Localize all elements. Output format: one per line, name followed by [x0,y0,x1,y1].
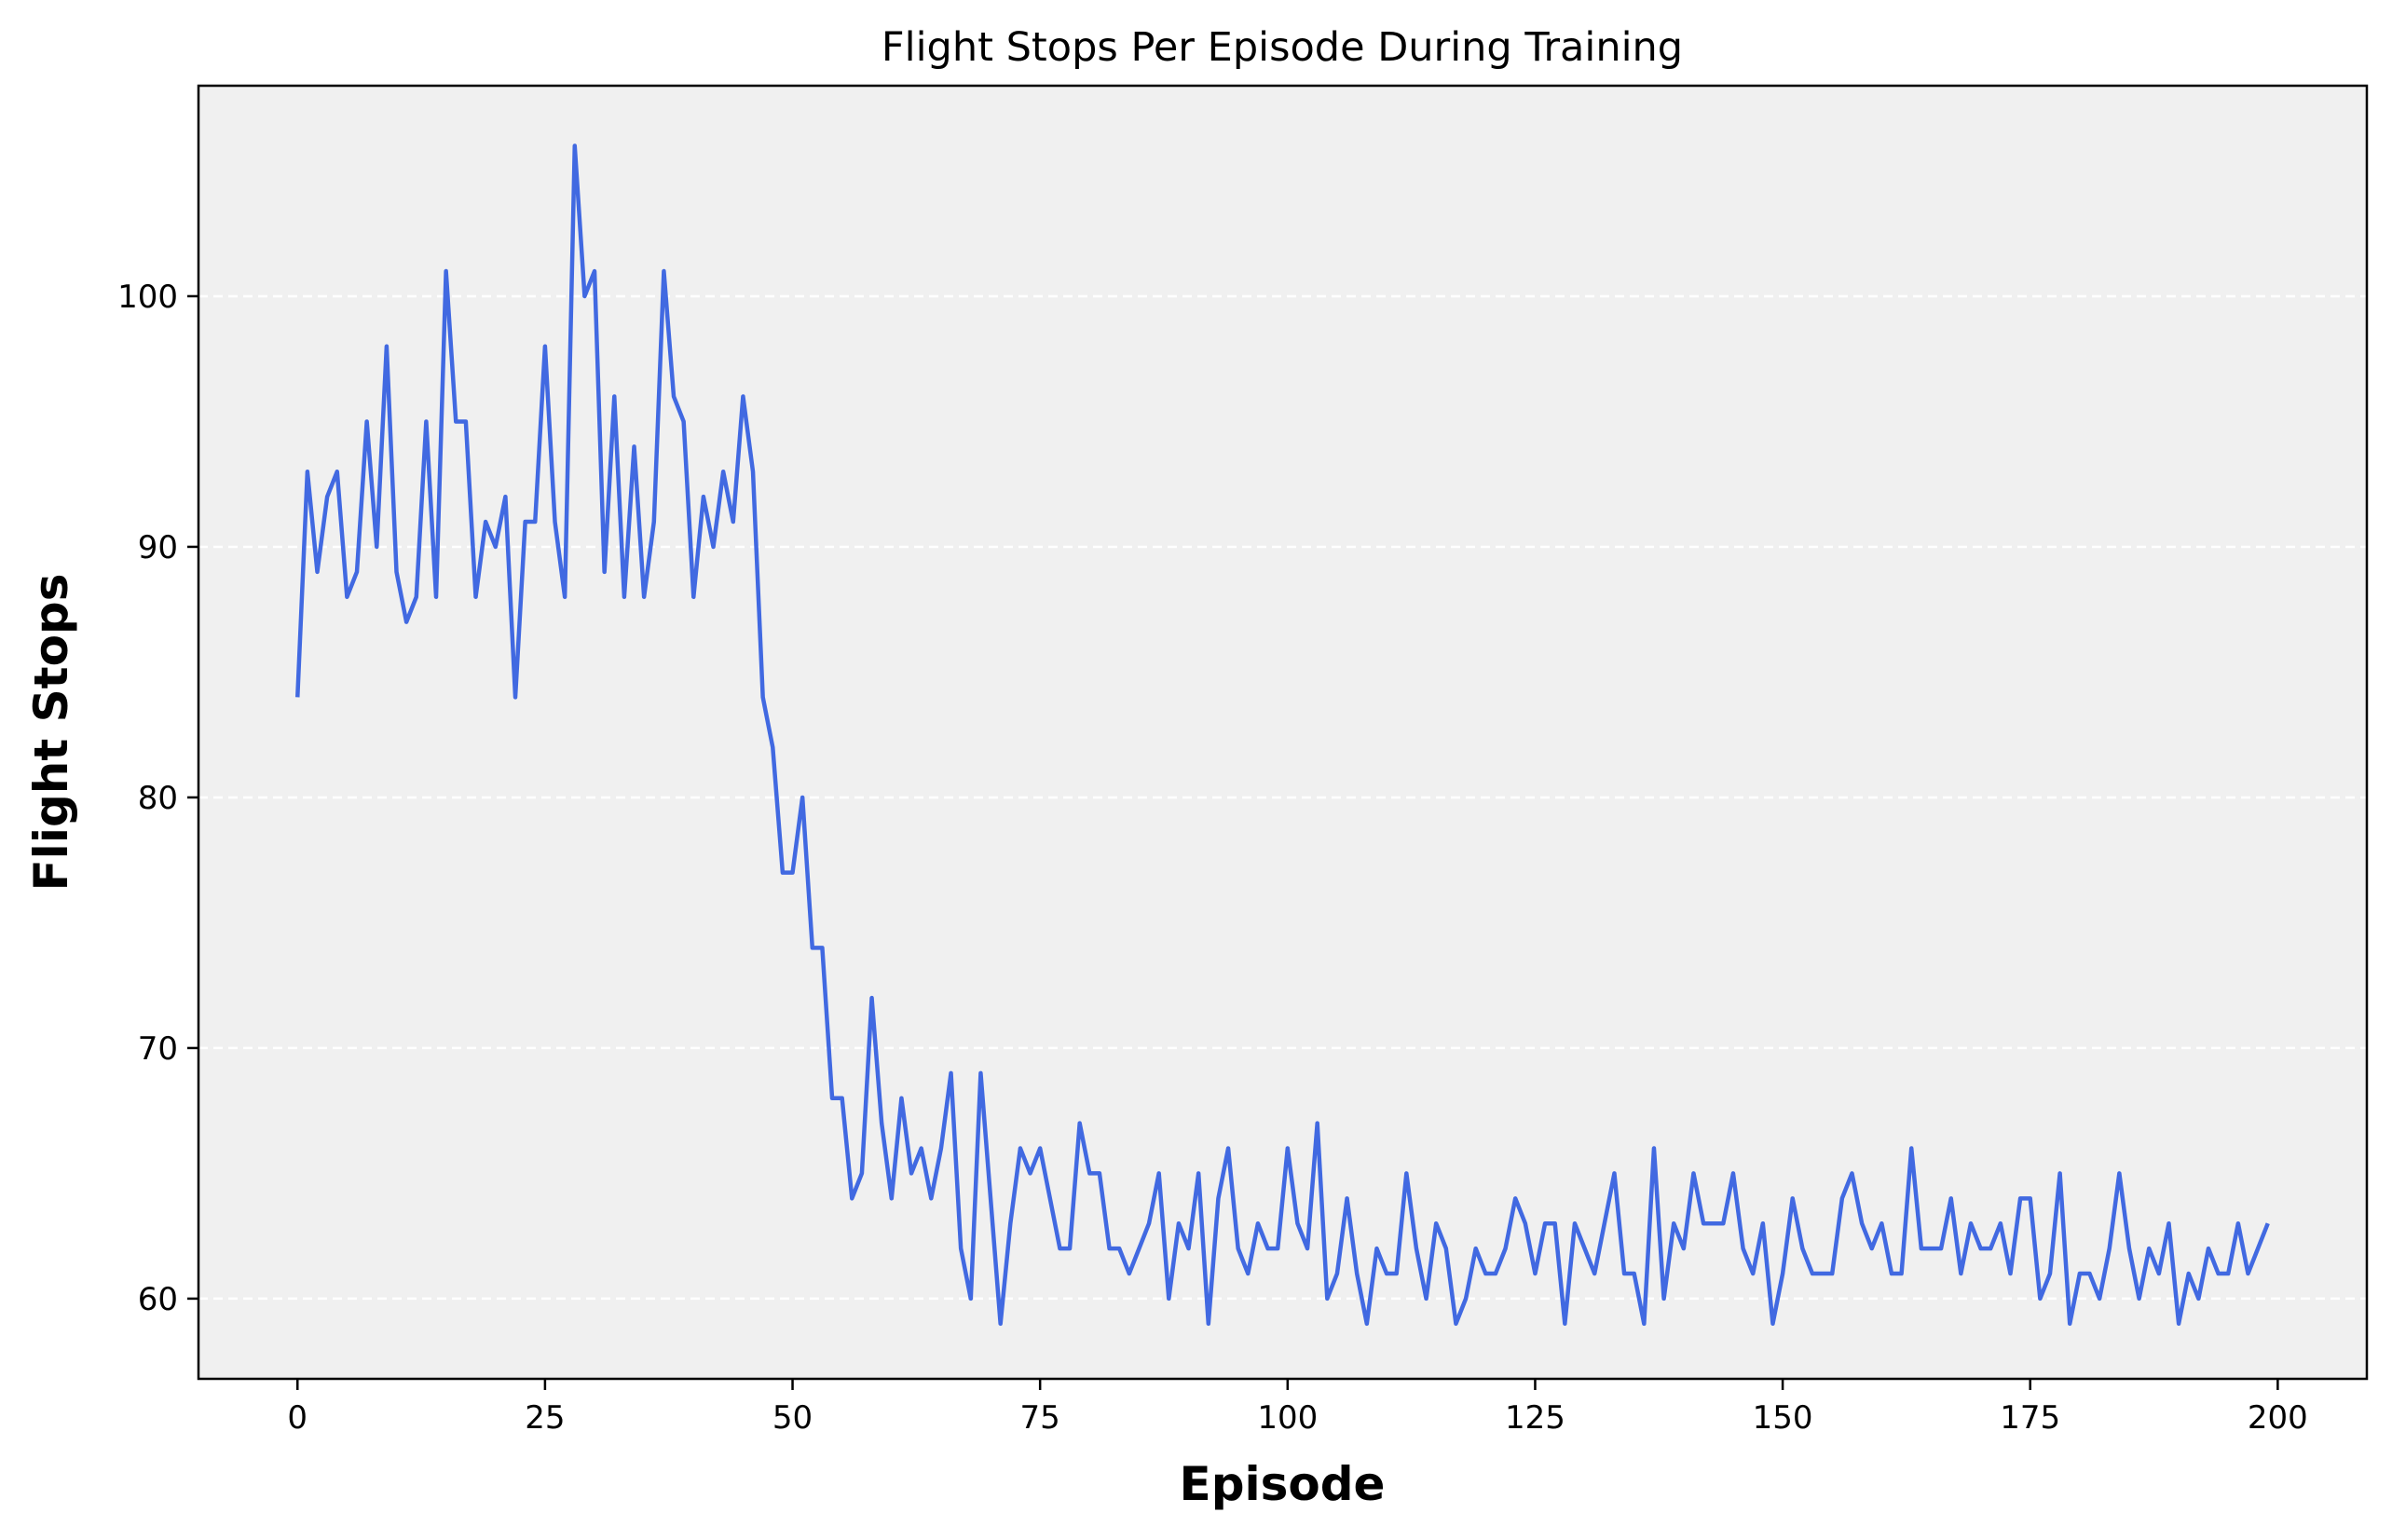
y-tick-label: 60 [138,1281,178,1318]
chart-title: Flight Stops Per Episode During Training [882,24,1683,71]
y-tick-label: 90 [138,529,178,566]
x-axis-label: Episode [1180,1457,1386,1511]
x-tick-label: 25 [525,1399,565,1437]
x-tick-label: 200 [2248,1399,2308,1437]
y-tick-label: 100 [117,279,178,316]
series-line [295,143,2270,1327]
x-tick-label: 125 [1505,1399,1565,1437]
y-axis-ticks: 60 70 80 90 100 [117,279,198,1318]
y-tick-label: 80 [138,780,178,817]
x-tick-label: 75 [1020,1399,1060,1437]
y-tick-label: 70 [138,1030,178,1068]
plot-frame [197,84,2369,1381]
x-tick-label: 50 [772,1399,813,1437]
x-tick-label: 100 [1257,1399,1318,1437]
x-tick-label: 150 [1753,1399,1813,1437]
x-tick-label: 0 [287,1399,308,1437]
y-axis-label: Flight Stops [24,574,78,892]
x-tick-label: 175 [2000,1399,2060,1437]
plot-background [198,86,2367,1379]
x-axis-ticks: 0 25 50 75 100 125 150 175 200 [287,1379,2308,1437]
